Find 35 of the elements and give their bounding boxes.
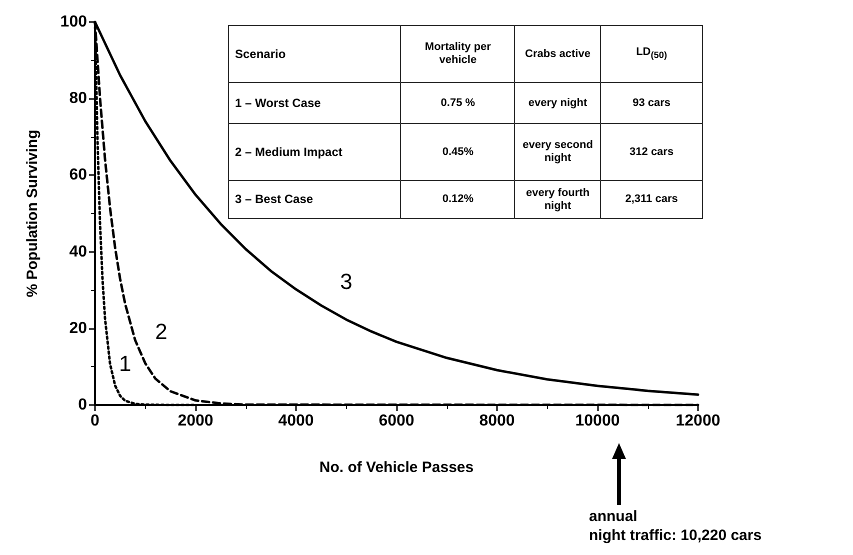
annotation: 0.45% [400, 124, 515, 180]
x-tick-label: 6000 [378, 412, 414, 430]
text: annual night traffic: 10,220 cars [589, 507, 762, 545]
annotation: 312 cars [600, 124, 702, 180]
annotation: 3 – Best Case [228, 180, 401, 218]
annotation: 0.75 % [400, 82, 515, 124]
annotation: Crabs active [514, 26, 601, 82]
annotation: 93 cars [600, 82, 702, 124]
series-label: 1 [118, 350, 132, 376]
x-tick-label: 2000 [178, 412, 214, 430]
annotation: Scenario [228, 26, 401, 82]
y-axis-title: % Population Surviving [24, 130, 41, 298]
x-tick-label: 10000 [575, 412, 620, 430]
annotation: every fourth night [514, 180, 601, 218]
y-tick-label: 60 [69, 166, 88, 184]
series-label: 2 [155, 318, 168, 344]
annotation: every night [514, 82, 601, 124]
y-tick-label: 40 [69, 243, 88, 260]
annotation: 0.12% [400, 180, 515, 218]
x-tick-label: 8000 [479, 412, 515, 430]
y-tick-label: 0 [78, 396, 88, 414]
annotation: 2 – Medium Impact [228, 124, 401, 180]
y-tick-label: 100 [60, 14, 88, 30]
y-tick-label: 80 [69, 90, 88, 108]
x-tick-label: 12000 [676, 412, 720, 430]
annotation: LD$_{(50)}$ [600, 26, 702, 82]
x-tick-label: 0 [90, 412, 100, 430]
series-label: 3 [340, 269, 352, 294]
annotation: 1 – Worst Case [228, 82, 401, 124]
y-tick-label: 20 [69, 320, 88, 337]
x-axis-title: No. of Vehicle Passes [319, 459, 474, 476]
annotation: Mortality per vehicle [400, 26, 515, 82]
x-tick-label: 4000 [278, 412, 314, 430]
annotation: 2,311 cars [600, 180, 702, 218]
annotation: every second night [514, 124, 601, 180]
